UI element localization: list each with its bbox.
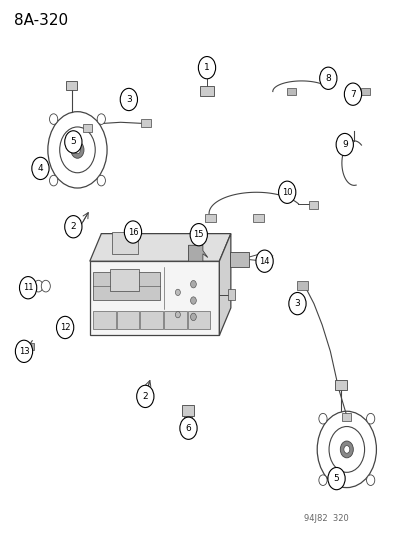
Circle shape	[64, 131, 82, 153]
Text: 14: 14	[259, 257, 269, 265]
Polygon shape	[90, 233, 230, 261]
Text: 94J82  320: 94J82 320	[303, 514, 348, 523]
FancyBboxPatch shape	[26, 343, 34, 350]
Circle shape	[190, 297, 196, 304]
Polygon shape	[219, 233, 230, 335]
FancyBboxPatch shape	[182, 406, 193, 416]
FancyBboxPatch shape	[341, 414, 350, 421]
Text: 16: 16	[127, 228, 138, 237]
Circle shape	[32, 157, 49, 180]
Text: 1: 1	[204, 63, 209, 72]
Text: 2: 2	[70, 222, 76, 231]
Circle shape	[344, 83, 361, 106]
Circle shape	[318, 414, 326, 424]
Text: 3: 3	[126, 95, 131, 104]
FancyBboxPatch shape	[140, 311, 162, 329]
Circle shape	[278, 181, 295, 204]
Circle shape	[198, 56, 215, 79]
FancyBboxPatch shape	[93, 272, 160, 300]
Circle shape	[120, 88, 137, 111]
Circle shape	[97, 175, 105, 186]
Circle shape	[50, 114, 57, 124]
FancyBboxPatch shape	[308, 200, 317, 209]
FancyBboxPatch shape	[204, 214, 215, 222]
Circle shape	[19, 277, 37, 299]
Circle shape	[97, 114, 105, 124]
FancyBboxPatch shape	[66, 81, 77, 91]
Circle shape	[190, 313, 196, 320]
Circle shape	[71, 141, 84, 158]
FancyBboxPatch shape	[141, 118, 151, 127]
FancyBboxPatch shape	[110, 269, 138, 291]
Circle shape	[366, 414, 374, 424]
Text: 8A-320: 8A-320	[14, 13, 68, 28]
Text: 5: 5	[333, 474, 339, 483]
Text: 13: 13	[19, 347, 29, 356]
Text: 11: 11	[23, 283, 33, 292]
Circle shape	[190, 223, 207, 246]
Polygon shape	[188, 245, 207, 261]
Circle shape	[175, 289, 180, 296]
Circle shape	[339, 441, 352, 458]
Circle shape	[56, 317, 74, 338]
FancyBboxPatch shape	[360, 88, 369, 95]
Text: 9: 9	[341, 140, 347, 149]
Circle shape	[179, 417, 197, 439]
Circle shape	[319, 67, 336, 90]
Circle shape	[50, 175, 57, 186]
Text: 10: 10	[281, 188, 292, 197]
Circle shape	[327, 467, 344, 490]
Circle shape	[190, 280, 196, 288]
Circle shape	[41, 280, 50, 292]
Circle shape	[34, 280, 43, 292]
Circle shape	[288, 293, 305, 315]
FancyBboxPatch shape	[227, 289, 235, 300]
Text: 3: 3	[294, 299, 299, 308]
Circle shape	[15, 340, 33, 362]
Circle shape	[175, 311, 180, 318]
Text: 6: 6	[185, 424, 191, 433]
Circle shape	[74, 146, 80, 154]
Circle shape	[318, 475, 326, 486]
Polygon shape	[90, 261, 219, 335]
Text: 4: 4	[38, 164, 43, 173]
Text: 12: 12	[60, 323, 70, 332]
FancyBboxPatch shape	[164, 311, 186, 329]
Text: 5: 5	[70, 138, 76, 147]
Circle shape	[366, 475, 374, 486]
FancyBboxPatch shape	[287, 88, 296, 95]
Circle shape	[255, 250, 273, 272]
Text: 7: 7	[349, 90, 355, 99]
FancyBboxPatch shape	[112, 232, 137, 254]
FancyBboxPatch shape	[297, 281, 307, 290]
FancyBboxPatch shape	[229, 252, 249, 266]
FancyBboxPatch shape	[184, 416, 191, 421]
Text: 15: 15	[193, 230, 204, 239]
FancyBboxPatch shape	[93, 311, 115, 329]
FancyBboxPatch shape	[187, 311, 210, 329]
Circle shape	[124, 221, 141, 243]
Circle shape	[64, 216, 82, 238]
FancyBboxPatch shape	[60, 322, 69, 329]
FancyBboxPatch shape	[200, 86, 213, 96]
Text: 2: 2	[142, 392, 148, 401]
Circle shape	[335, 133, 353, 156]
FancyBboxPatch shape	[335, 381, 346, 390]
Text: 8: 8	[325, 74, 330, 83]
Circle shape	[343, 446, 349, 453]
FancyBboxPatch shape	[83, 124, 92, 132]
Circle shape	[136, 385, 154, 408]
FancyBboxPatch shape	[116, 311, 139, 329]
FancyBboxPatch shape	[253, 214, 263, 222]
